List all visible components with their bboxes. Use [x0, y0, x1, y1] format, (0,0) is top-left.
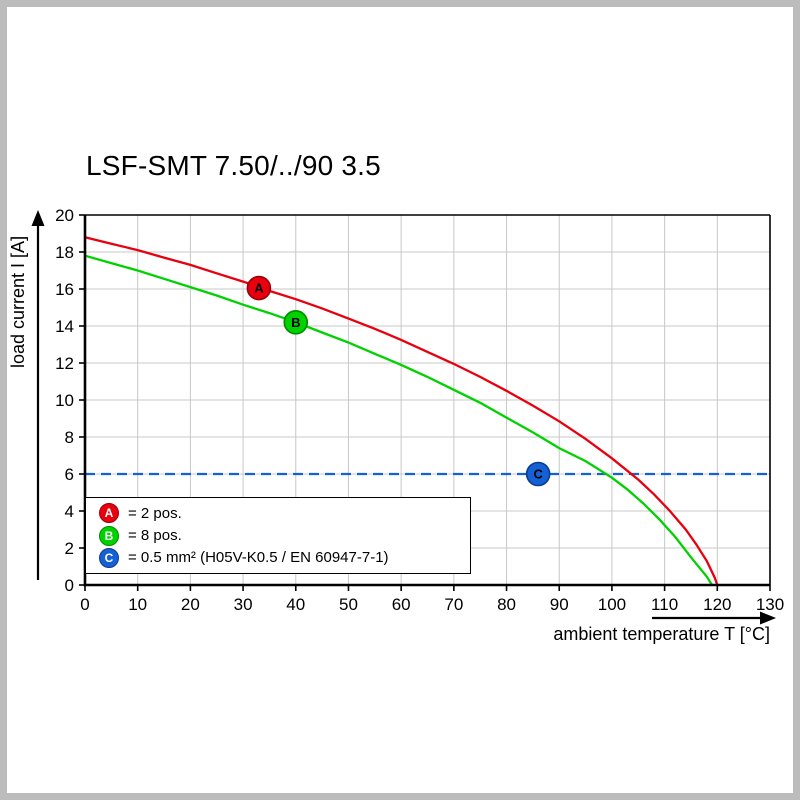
y-axis-arrow [31, 210, 45, 580]
y-tick-label: 4 [65, 502, 74, 521]
curve-markers: A B C [246, 275, 551, 487]
marker-B [283, 309, 309, 335]
series-curve-A [84, 236, 719, 586]
marker-A [246, 275, 272, 301]
legend-row-B: B = 8 pos. [99, 525, 464, 546]
y-tick-label: 20 [55, 206, 74, 225]
marker-letter-B: B [291, 315, 300, 330]
legend-label-C: = 0.5 mm² (H05V-K0.5 / EN 60947-7-1) [128, 549, 389, 567]
x-tick-label: 50 [339, 595, 358, 614]
y-tick-label: 12 [55, 354, 74, 373]
x-tick-label: 70 [444, 595, 463, 614]
marker-letter-C: C [533, 467, 543, 482]
x-tick-label: 100 [598, 595, 626, 614]
x-tick-label: 90 [550, 595, 569, 614]
x-tick-label: 120 [703, 595, 731, 614]
y-tick-label: 16 [55, 280, 74, 299]
data-series [84, 236, 770, 586]
legend-marker-C: C [99, 547, 119, 568]
series-curve-B [84, 254, 713, 586]
x-tick-label: 60 [392, 595, 411, 614]
x-tick-label: 20 [181, 595, 200, 614]
x-tick-label: 110 [651, 595, 678, 614]
legend-box: A = 2 pos. B = 8 pos. C = 0.5 mm² (H05V-K0.5 … [85, 497, 471, 574]
x-tick-label: 10 [128, 595, 147, 614]
x-axis-label: ambient temperature T [°C] [553, 624, 770, 644]
y-tick-label: 8 [65, 428, 74, 447]
chart-title: LSF-SMT 7.50/../90 3.5 [86, 150, 381, 181]
legend-row-A: A = 2 pos. [99, 503, 464, 524]
marker-C [525, 461, 551, 487]
legend-label-A: = 2 pos. [128, 504, 182, 522]
y-tick-label: 18 [55, 243, 74, 262]
y-tick-label: 0 [65, 576, 74, 595]
x-axis-arrow [652, 611, 776, 625]
y-tick-label: 10 [55, 391, 74, 410]
y-tick-label: 2 [65, 539, 74, 558]
legend-row-C: C = 0.5 mm² (H05V-K0.5 / EN 60947-7-1) [99, 547, 464, 568]
y-tick-label: 14 [55, 317, 74, 336]
legend-marker-B: B [99, 525, 119, 546]
y-tick-label: 6 [65, 465, 74, 484]
legend-label-B: = 8 pos. [128, 527, 182, 544]
x-tick-label: 80 [497, 595, 516, 614]
tick-marks-and-labels: 0 10 20 30 40 50 60 70 80 90 100 110 120 130 0 2 4 6 8 10 12… [55, 206, 784, 614]
legend-marker-A: A [99, 503, 119, 524]
marker-letter-A: A [254, 281, 264, 296]
x-tick-label: 40 [286, 595, 305, 614]
x-tick-label: 130 [756, 595, 784, 614]
x-tick-label: 30 [234, 595, 253, 614]
x-tick-label: 0 [80, 595, 89, 614]
